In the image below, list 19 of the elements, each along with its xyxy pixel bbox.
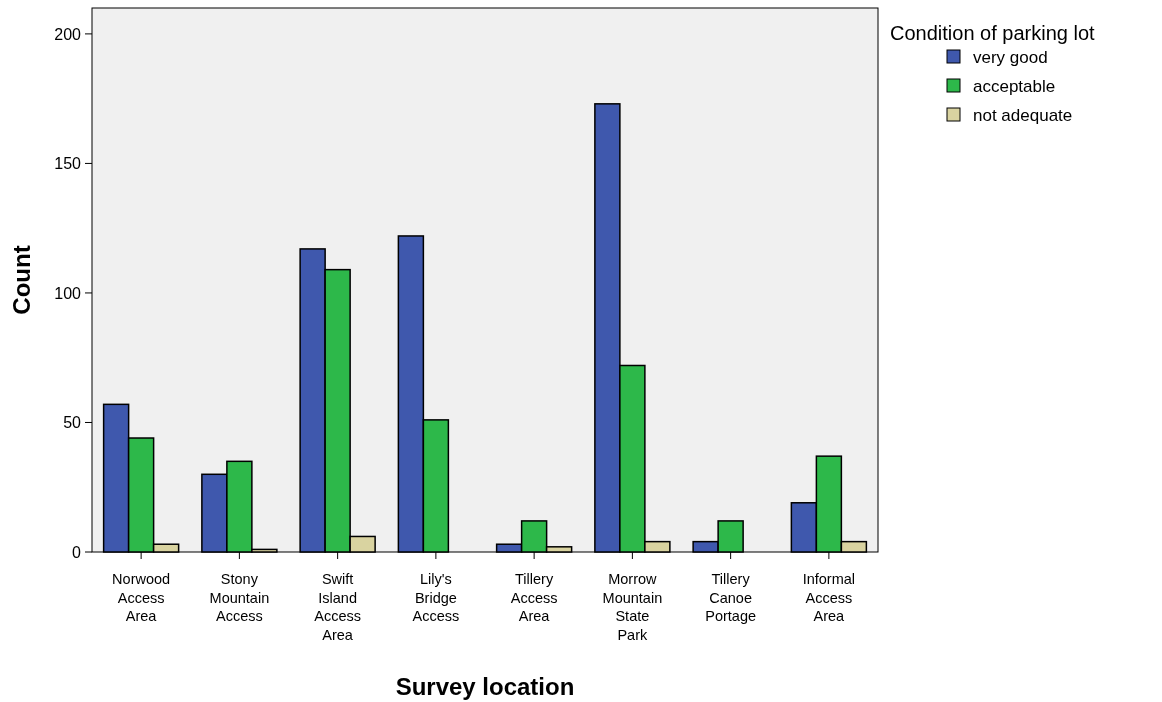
y-tick-label: 200 bbox=[54, 25, 82, 43]
x-tick-label: Swift Island Access Area bbox=[314, 571, 361, 643]
x-tick-label: Tillery Canoe Portage bbox=[705, 571, 757, 624]
legend-title: Condition of parking lot bbox=[890, 22, 1096, 44]
x-tick-label: Informal Access Area bbox=[802, 571, 856, 624]
y-axis-title: Count bbox=[8, 245, 35, 315]
x-tick-label: Stony Mountain Access bbox=[209, 571, 270, 624]
legend-label: very good bbox=[973, 47, 1048, 67]
y-tick-label: 100 bbox=[54, 284, 82, 302]
legend-label: acceptable bbox=[973, 76, 1056, 96]
y-tick-label: 150 bbox=[54, 155, 82, 173]
y-tick-label: 50 bbox=[63, 414, 82, 432]
x-tick-label: Lily's Bridge Access bbox=[412, 571, 460, 624]
x-tick-label: Tillery Access Area bbox=[510, 571, 558, 624]
x-tick-label: Norwood Access Area bbox=[112, 571, 171, 624]
y-tick-label: 0 bbox=[72, 543, 82, 561]
x-tick-label: Morrow Mountain State Park bbox=[602, 571, 663, 643]
legend-label: not adequate bbox=[973, 105, 1073, 125]
x-axis-title: Survey location bbox=[395, 673, 575, 700]
